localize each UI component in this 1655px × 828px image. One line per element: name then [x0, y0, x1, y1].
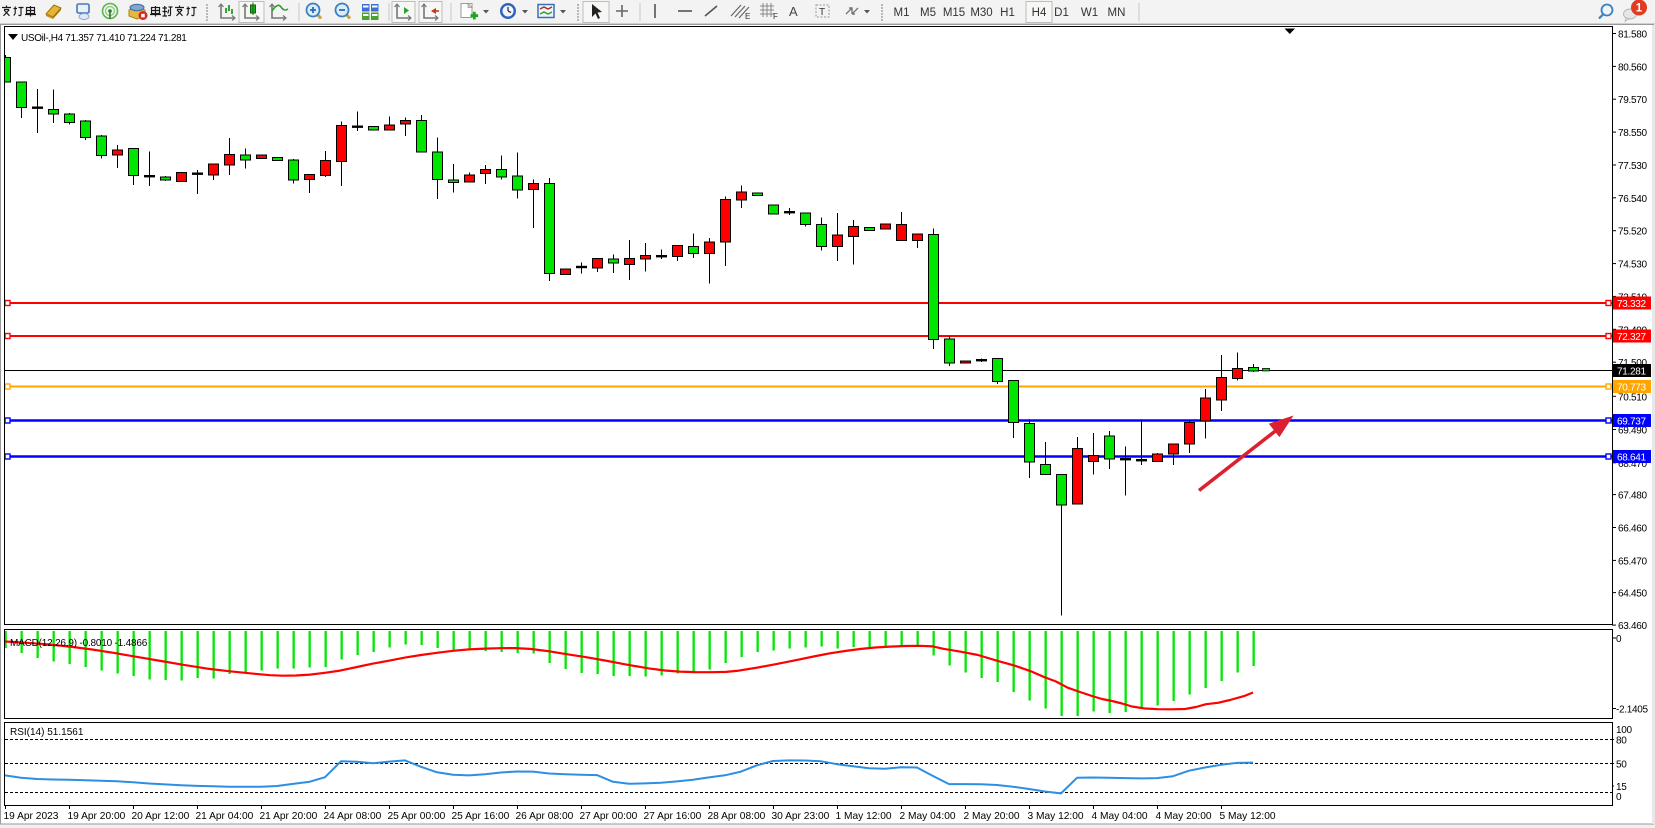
svg-text:69.737: 69.737 [1617, 417, 1647, 428]
svg-text:3 May 12:00: 3 May 12:00 [1028, 811, 1084, 822]
svg-text:30 Apr 23:00: 30 Apr 23:00 [772, 811, 830, 822]
svg-text:100: 100 [1616, 725, 1633, 736]
svg-text:68.470: 68.470 [1618, 459, 1648, 470]
svg-text:26 Apr 08:00: 26 Apr 08:00 [516, 811, 574, 822]
svg-text:74.530: 74.530 [1618, 260, 1648, 271]
svg-text:24 Apr 08:00: 24 Apr 08:00 [324, 811, 382, 822]
svg-text:4 May 04:00: 4 May 04:00 [1092, 811, 1148, 822]
svg-text:M30: M30 [970, 7, 992, 19]
svg-text:D1: D1 [1054, 7, 1069, 19]
svg-text:M5: M5 [920, 7, 936, 19]
svg-text:0: 0 [1616, 792, 1622, 803]
svg-text:21 Apr 20:00: 21 Apr 20:00 [260, 811, 318, 822]
svg-text:2 May 04:00: 2 May 04:00 [900, 811, 956, 822]
svg-text:H1: H1 [1000, 7, 1015, 19]
svg-text:78.550: 78.550 [1618, 128, 1648, 139]
svg-text:5 May 12:00: 5 May 12:00 [1220, 811, 1276, 822]
svg-text:80.560: 80.560 [1618, 62, 1648, 73]
svg-text:1 May 12:00: 1 May 12:00 [836, 811, 892, 822]
svg-text:USOil-,H4 71.357 71.410 71.22: USOil-,H4 71.357 71.410 71.224 71.281 [21, 33, 187, 44]
svg-text:M1: M1 [894, 7, 910, 19]
svg-text:63.460: 63.460 [1618, 621, 1648, 632]
svg-text:70.773: 70.773 [1617, 383, 1647, 394]
svg-text:72.327: 72.327 [1617, 332, 1647, 343]
svg-text:-2.1405: -2.1405 [1616, 705, 1649, 716]
svg-text:1: 1 [1636, 3, 1643, 15]
svg-text:75.520: 75.520 [1618, 227, 1648, 238]
svg-text:66.460: 66.460 [1618, 524, 1648, 535]
svg-text:73.332: 73.332 [1617, 299, 1647, 310]
svg-text:70.510: 70.510 [1618, 392, 1648, 403]
svg-text:T: T [819, 7, 825, 18]
svg-text:65.470: 65.470 [1618, 556, 1648, 567]
svg-text:E: E [745, 12, 750, 21]
svg-text:2 May 20:00: 2 May 20:00 [964, 811, 1020, 822]
svg-text:MACD(12,26,9) -0.8010 -1.4866: MACD(12,26,9) -0.8010 -1.4866 [10, 638, 148, 649]
svg-text:80: 80 [1616, 736, 1627, 747]
svg-text:A: A [789, 4, 798, 19]
svg-text:28 Apr 08:00: 28 Apr 08:00 [708, 811, 766, 822]
svg-text:4 May 20:00: 4 May 20:00 [1156, 811, 1212, 822]
svg-text:19 Apr 20:00: 19 Apr 20:00 [68, 811, 126, 822]
svg-text:71.500: 71.500 [1618, 358, 1648, 369]
svg-text:RSI(14) 51.1561: RSI(14) 51.1561 [10, 727, 84, 738]
svg-text:25 Apr 16:00: 25 Apr 16:00 [452, 811, 510, 822]
svg-text:50: 50 [1616, 760, 1627, 771]
svg-text:25 Apr 00:00: 25 Apr 00:00 [388, 811, 446, 822]
svg-text:69.490: 69.490 [1618, 426, 1648, 437]
svg-text:76.540: 76.540 [1618, 194, 1648, 205]
svg-text:67.480: 67.480 [1618, 491, 1648, 502]
svg-text:F: F [773, 12, 778, 21]
svg-text:20 Apr 12:00: 20 Apr 12:00 [132, 811, 190, 822]
svg-text:27 Apr 16:00: 27 Apr 16:00 [644, 811, 702, 822]
svg-text:H4: H4 [1032, 7, 1047, 19]
svg-text:MN: MN [1108, 7, 1126, 19]
svg-text:0: 0 [1616, 634, 1622, 645]
svg-text:W1: W1 [1081, 7, 1098, 19]
svg-text:81.580: 81.580 [1618, 30, 1648, 41]
svg-text:68.641: 68.641 [1617, 453, 1647, 464]
svg-text:21 Apr 04:00: 21 Apr 04:00 [196, 811, 254, 822]
svg-text:19 Apr 2023: 19 Apr 2023 [4, 811, 59, 822]
svg-text:15: 15 [1616, 782, 1627, 793]
svg-text:71.281: 71.281 [1617, 367, 1647, 378]
svg-text:77.530: 77.530 [1618, 161, 1648, 172]
svg-text:64.450: 64.450 [1618, 589, 1648, 600]
svg-text:M15: M15 [943, 7, 965, 19]
svg-text:27 Apr 00:00: 27 Apr 00:00 [580, 811, 638, 822]
svg-text:79.570: 79.570 [1618, 95, 1648, 106]
